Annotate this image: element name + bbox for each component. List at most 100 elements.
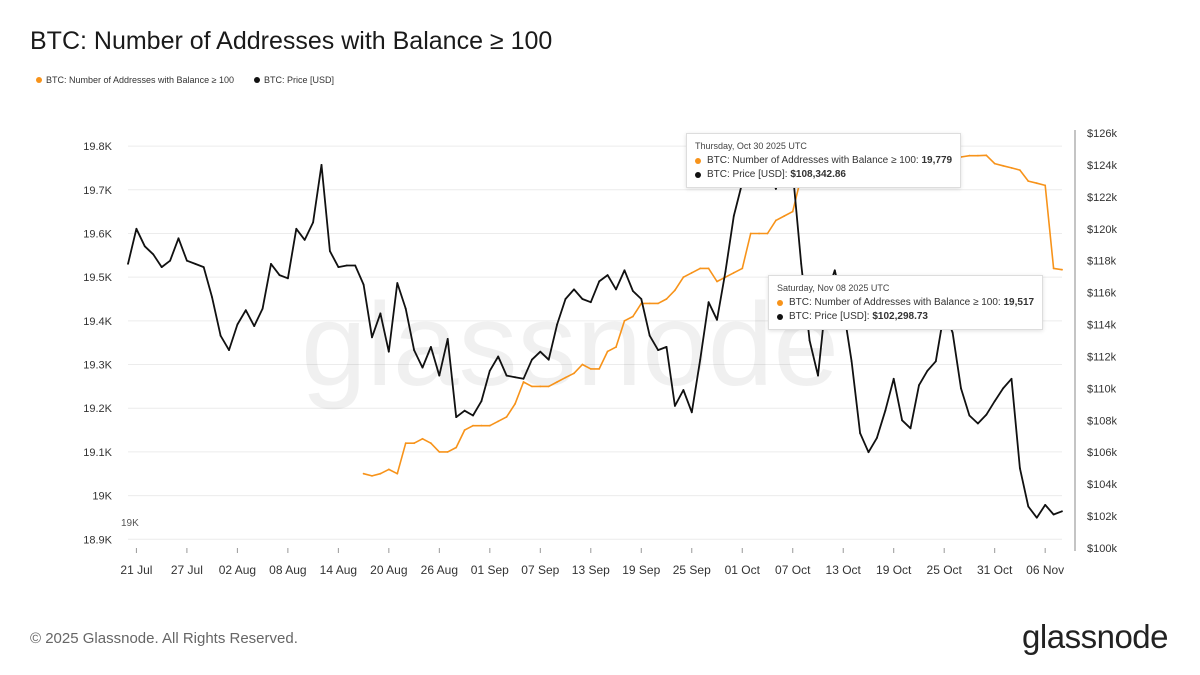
- x-tick-label: 21 Jul: [120, 563, 152, 577]
- data-point-price: [287, 277, 289, 280]
- data-point-addresses: [371, 475, 373, 477]
- y-right-tick-label: $126k: [1087, 128, 1117, 140]
- tooltip-date: Saturday, Nov 08 2025 UTC: [777, 283, 890, 293]
- y-right-tick-label: $106k: [1087, 447, 1117, 459]
- series-line-price: [127, 140, 1063, 519]
- legend-item-addresses[interactable]: BTC: Number of Addresses with Balance ≥ …: [36, 75, 234, 85]
- data-point-price: [674, 405, 676, 407]
- data-point-addresses: [606, 350, 609, 353]
- tooltip-value: $108,342.86: [790, 169, 846, 180]
- data-point-price: [615, 288, 617, 291]
- data-point-addresses: [1027, 180, 1030, 183]
- data-point-addresses: [732, 271, 735, 274]
- tooltip-label: BTC: Price [USD]:: [789, 311, 873, 322]
- tooltip-row-price: BTC: Price [USD]: $108,342.86: [695, 168, 952, 182]
- data-point-price: [1035, 516, 1038, 519]
- data-point-addresses: [749, 232, 752, 235]
- chart-title: BTC: Number of Addresses with Balance ≥ …: [30, 27, 553, 55]
- y-left-tick-label: 19.8K: [83, 141, 112, 153]
- data-point-addresses: [446, 451, 449, 453]
- legend-label-price: BTC: Price [USD]: [264, 75, 335, 85]
- data-point-price: [278, 274, 281, 276]
- data-point-addresses: [623, 319, 626, 322]
- data-point-price: [438, 374, 441, 377]
- data-point-addresses: [505, 416, 508, 418]
- data-point-addresses: [665, 298, 668, 300]
- data-point-addresses: [547, 385, 550, 388]
- tooltip-row-addresses: BTC: Number of Addresses with Balance ≥ …: [695, 154, 952, 168]
- data-point-addresses: [438, 451, 441, 453]
- data-point-price: [573, 288, 575, 291]
- data-point-addresses: [791, 210, 794, 213]
- legend-swatch-addresses: [36, 77, 42, 83]
- data-point-addresses: [783, 215, 786, 217]
- tooltip-row-addresses: BTC: Number of Addresses with Balance ≥ …: [777, 296, 1034, 310]
- data-point-addresses: [396, 472, 399, 475]
- data-point-price: [236, 323, 239, 326]
- y-left-tick-label: 18.9K: [83, 534, 112, 546]
- glassnode-logo: glassnode: [1022, 618, 1168, 655]
- x-tick-label: 19 Oct: [876, 563, 912, 577]
- y-right-tick-label: $124k: [1087, 160, 1117, 172]
- data-point-price: [833, 269, 836, 272]
- data-point-price: [244, 309, 247, 312]
- data-point-addresses: [674, 289, 676, 292]
- data-point-addresses: [775, 219, 777, 222]
- data-point-addresses: [379, 472, 382, 475]
- data-point-price: [993, 400, 996, 403]
- stray-axis-label: 19K: [121, 518, 139, 529]
- data-point-price: [581, 298, 584, 300]
- x-tick-label: 19 Sep: [622, 563, 660, 577]
- data-point-addresses: [522, 381, 525, 383]
- data-point-price: [707, 301, 710, 304]
- data-point-price: [589, 301, 592, 304]
- tooltip-label: BTC: Number of Addresses with Balance ≥ …: [789, 297, 1004, 308]
- data-point-addresses: [472, 424, 474, 427]
- data-point-price: [522, 377, 525, 380]
- tooltip-value: $102,298.73: [872, 311, 928, 322]
- y-right-tick-label: $118k: [1087, 256, 1117, 268]
- data-point-price: [817, 374, 819, 377]
- data-point-addresses: [741, 267, 744, 270]
- data-point-price: [194, 263, 197, 265]
- data-point-addresses: [531, 385, 533, 388]
- watermark: glassnode: [301, 279, 839, 411]
- data-point-price: [775, 188, 777, 190]
- data-point-price: [253, 325, 256, 327]
- data-point-addresses: [985, 154, 988, 157]
- data-point-price: [497, 355, 500, 358]
- data-point-price: [430, 346, 432, 348]
- data-point-price: [892, 377, 895, 380]
- data-point-price: [228, 349, 230, 351]
- data-point-addresses: [581, 363, 584, 366]
- data-point-price: [211, 296, 214, 299]
- data-point-price: [901, 419, 903, 422]
- data-point-price: [514, 376, 516, 379]
- data-point-addresses: [463, 429, 466, 431]
- legend-item-price[interactable]: BTC: Price [USD]: [254, 75, 334, 85]
- copyright-footer: © 2025 Glassnode. All Rights Reserved.: [30, 630, 298, 647]
- x-tick-label: 01 Oct: [725, 563, 761, 577]
- data-point-price: [951, 331, 954, 334]
- x-tick-label: 26 Aug: [421, 563, 458, 577]
- x-tick-label: 27 Jul: [171, 563, 203, 577]
- x-tick-label: 02 Aug: [219, 563, 256, 577]
- y-left-tick-label: 19.6K: [83, 228, 112, 240]
- data-point-addresses: [1061, 268, 1063, 271]
- data-point-addresses: [632, 315, 634, 318]
- data-point-price: [724, 271, 727, 273]
- data-point-price: [455, 416, 458, 418]
- data-point-price: [202, 266, 205, 268]
- data-point-price: [808, 339, 811, 342]
- data-point-price: [160, 266, 163, 268]
- x-tick-label: 13 Oct: [826, 563, 862, 577]
- data-point-addresses: [993, 162, 996, 165]
- tooltip-nov-08: Saturday, Nov 08 2025 UTC BTC: Number of…: [768, 275, 1044, 330]
- data-point-price: [295, 227, 298, 230]
- data-point-price: [1061, 510, 1063, 513]
- data-point-addresses: [488, 424, 491, 427]
- y-right-tick-label: $102k: [1087, 511, 1117, 523]
- y-right-tick-label: $108k: [1087, 415, 1117, 427]
- data-point-addresses: [707, 267, 710, 270]
